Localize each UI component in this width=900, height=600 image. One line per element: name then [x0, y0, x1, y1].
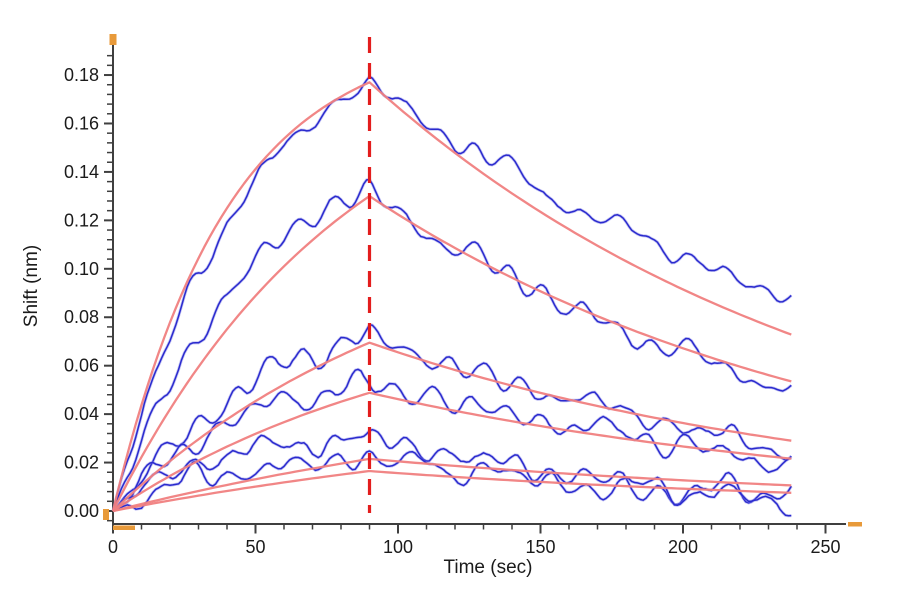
- fit-curve-3: [112, 341, 792, 512]
- axes: [112, 45, 846, 525]
- data-trace-halo-6: [112, 449, 792, 518]
- x-axis-end-marker: [848, 522, 862, 527]
- y-tick-label: 0.02: [64, 453, 99, 473]
- y-tick-label: 0.16: [64, 113, 99, 133]
- x-tick-label: 250: [810, 537, 840, 557]
- x-tick-label: 50: [245, 537, 265, 557]
- y-tick-label: 0.08: [64, 307, 99, 327]
- data-trace-1: [112, 75, 792, 512]
- fit-curve-1: [111, 81, 792, 512]
- y-tick-label: 0.10: [64, 259, 99, 279]
- y-tick-label: 0.04: [64, 404, 99, 424]
- y-axis-top-marker: [109, 34, 117, 45]
- y-tick-label: 0.18: [64, 65, 99, 85]
- fit-curve-6: [112, 469, 792, 513]
- data-trace-5: [112, 428, 792, 512]
- axis-end-markers: [103, 34, 862, 530]
- axis-ticks: [104, 54, 827, 534]
- fit-curve-4: [112, 391, 792, 512]
- data-trace-3: [112, 324, 792, 512]
- x-tick-label: 150: [525, 537, 555, 557]
- y-tick-label: 0.00: [64, 501, 99, 521]
- x-tick-label: 200: [668, 537, 698, 557]
- y-tick-label: 0.12: [64, 210, 99, 230]
- origin-left-marker: [103, 509, 109, 520]
- y-axis-title: Shift (nm): [21, 244, 42, 328]
- tick-labels: 0.00 0.02 0.04 0.06 0.08 0.10 0.12 0.14 0.16 0.18…: [64, 65, 841, 557]
- origin-bottom-marker: [113, 525, 135, 530]
- y-tick-label: 0.06: [64, 356, 99, 376]
- data-trace-halo-5: [111, 428, 793, 513]
- y-tick-label: 0.14: [64, 162, 99, 182]
- fit-curve-5: [112, 457, 792, 513]
- data-trace-halo-1: [111, 74, 793, 512]
- x-axis-title: Time (sec): [443, 557, 533, 578]
- fit-curve-2: [111, 194, 792, 512]
- data-traces: [111, 74, 793, 518]
- data-trace-4: [112, 368, 792, 512]
- x-tick-label: 0: [108, 537, 118, 557]
- fit-curves: [111, 81, 792, 513]
- x-tick-label: 100: [383, 537, 413, 557]
